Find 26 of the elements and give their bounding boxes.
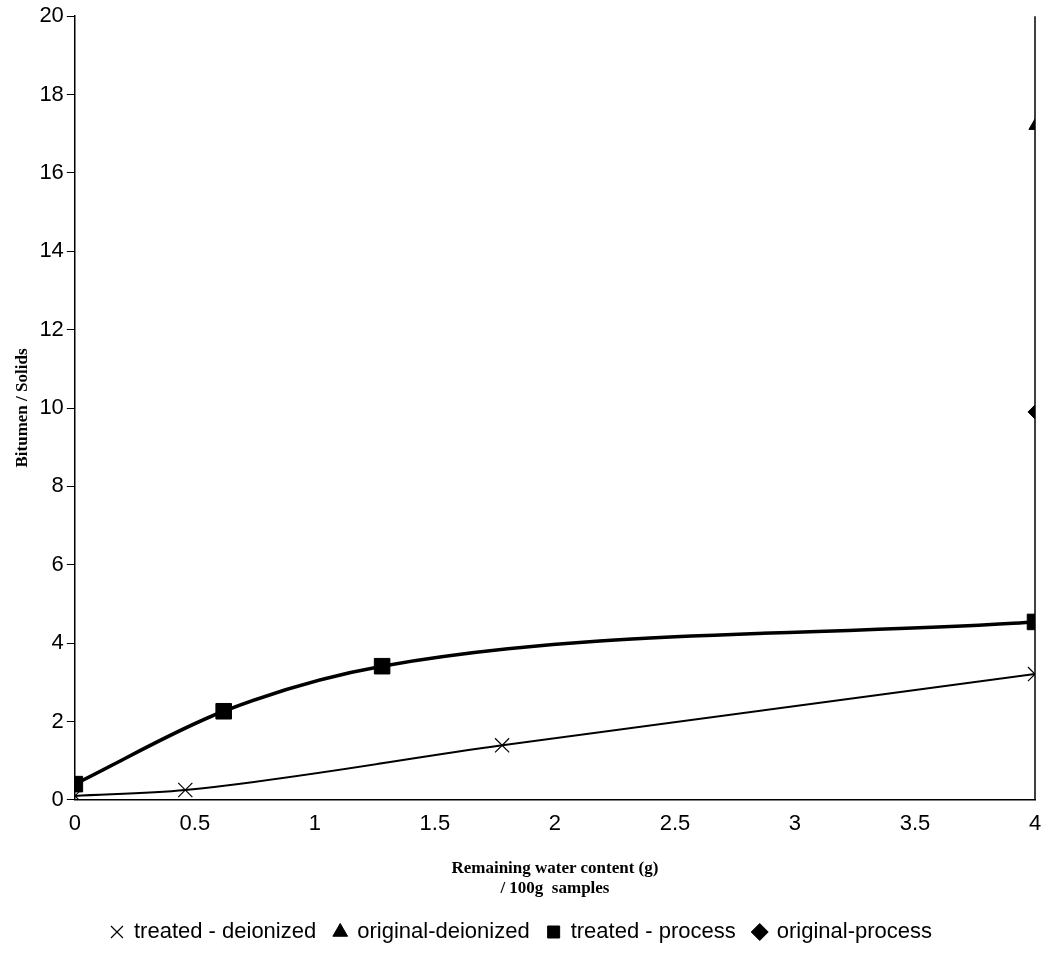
y-axis-title: Bitumen / Solids [11,348,31,468]
x-tick-label: 2.5 [659,810,691,836]
legend-label: treated - process [570,918,736,944]
x-tick-label: 0.5 [179,810,211,836]
legend-label: original-process [776,918,933,944]
x-tick-label: 1 [308,810,322,836]
y-tick-label: 18 [39,80,64,106]
y-tick-label: 0 [51,785,64,811]
y-tick-label: 4 [51,629,64,655]
legend-label: original-deionized [357,918,530,944]
x-tick-label: 2 [548,810,562,836]
y-tick-label: 20 [39,2,64,28]
y-tick-label: 10 [39,394,64,420]
x-tick-label: 3.5 [899,810,931,836]
y-tick-label: 14 [39,237,64,263]
y-tick-label: 2 [51,707,64,733]
x-tick-label: 4 [1028,810,1042,836]
y-tick-label: 6 [51,550,64,576]
y-tick-label: 16 [39,158,64,184]
x-tick-label: 1.5 [419,810,451,836]
y-tick-label: 8 [51,472,64,498]
legend-label: treated - deionized [133,918,317,944]
x-axis-title: Remaining water content (g) / 100g samples [451,857,659,898]
y-tick-label: 12 [39,315,64,341]
x-tick-label: 3 [788,810,802,836]
x-tick-label: 0 [68,810,81,836]
